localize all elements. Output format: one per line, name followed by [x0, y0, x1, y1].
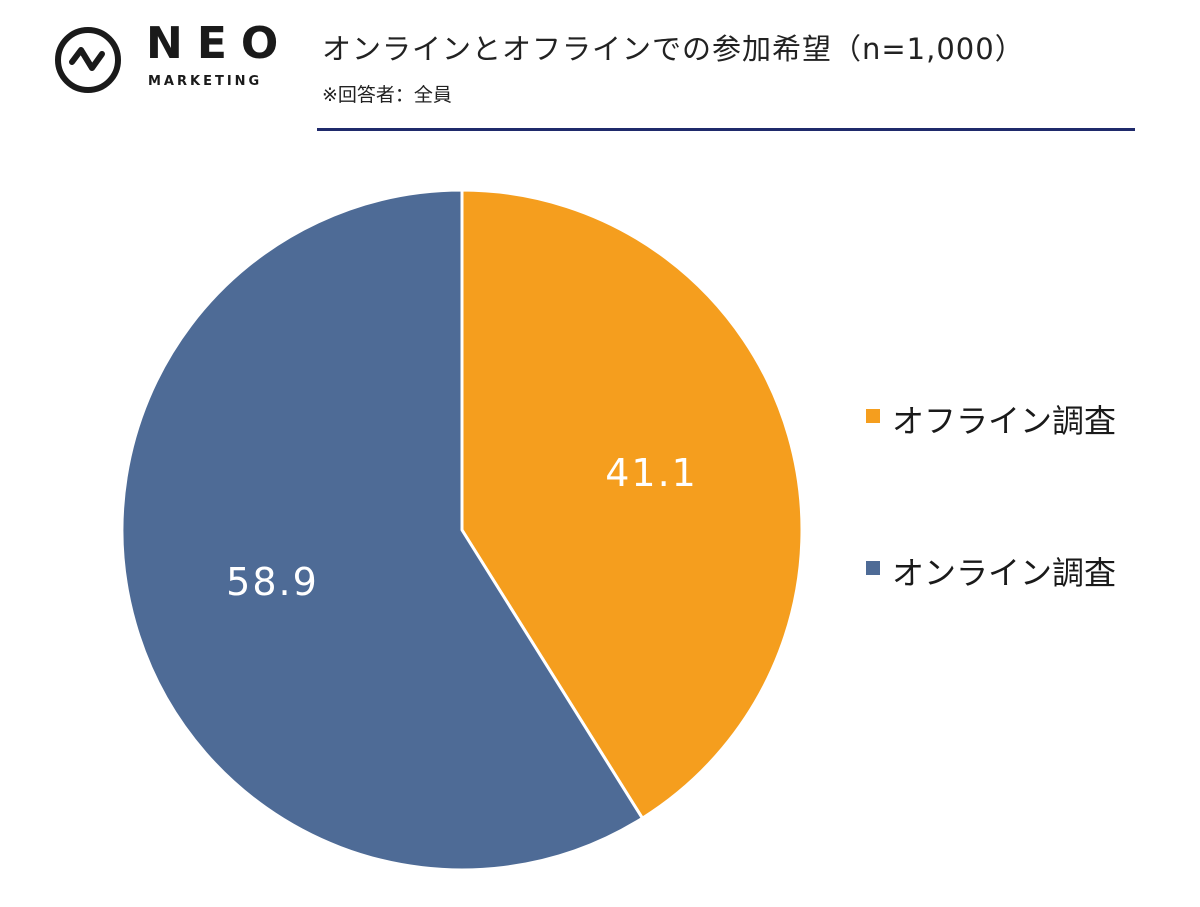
brand-tagline: MARKETING [148, 74, 263, 89]
legend-swatch-1 [866, 409, 880, 423]
legend-label-1: オフライン調査 [892, 402, 1117, 440]
legend-item-2: オンライン調査 [866, 548, 1186, 592]
chart-legend: オフライン調査 オンライン調査 [866, 396, 1186, 700]
pie-slice-1 [460, 188, 804, 820]
brand-logo: NEO MARKETING [52, 20, 292, 100]
neo-logo-icon [55, 27, 121, 93]
brand-name: NEO [146, 18, 293, 69]
chart-title: オンラインとオフラインでの参加希望（n=1,000） [322, 32, 1025, 66]
legend-label-2: オンライン調査 [892, 554, 1117, 592]
legend-swatch-2 [866, 561, 880, 575]
pie-slice-2 [120, 188, 644, 872]
data-label-1: 41.1 [605, 451, 698, 495]
header-divider [317, 128, 1135, 131]
data-label-2: 58.9 [226, 560, 319, 604]
legend-item-1: オフライン調査 [866, 396, 1186, 440]
chart-subtitle: ※回答者：全員 [322, 84, 452, 106]
